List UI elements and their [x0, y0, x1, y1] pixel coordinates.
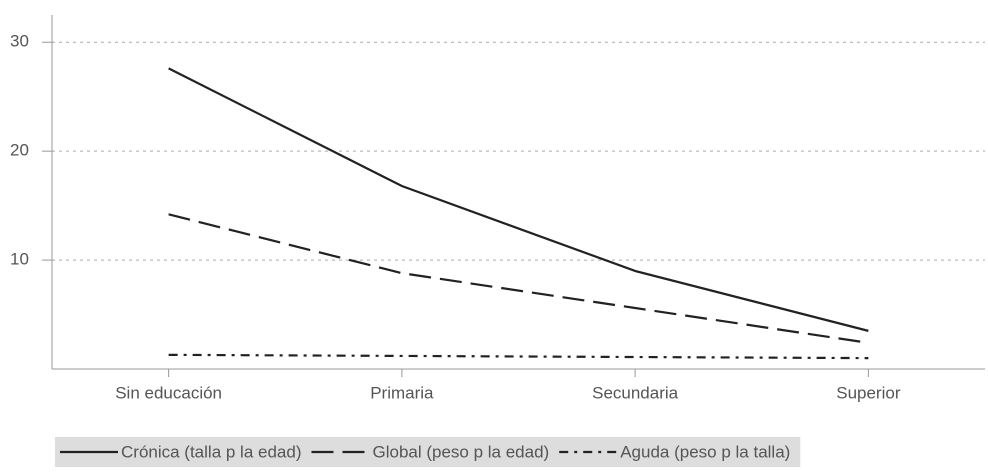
series-line [168, 67, 869, 332]
y-tick-label: 20 [10, 141, 29, 160]
series-line [168, 213, 869, 344]
y-tick-label: 30 [10, 32, 29, 51]
legend-background [55, 437, 801, 467]
x-tick-label: Secundaria [592, 383, 679, 402]
y-tick-label: 10 [10, 250, 29, 269]
series-line [168, 353, 869, 360]
legend-label: Global (peso p la edad) [372, 442, 549, 461]
x-tick-label: Superior [836, 383, 901, 402]
legend: Crónica (talla p la edad) Global (peso p … [55, 437, 801, 467]
legend-label: Aguda (peso p la talla) [620, 442, 790, 461]
legend-label: Crónica (talla p la edad) [121, 442, 301, 461]
x-tick-label: Sin educación [115, 383, 222, 402]
x-tick-label: Primaria [370, 383, 434, 402]
